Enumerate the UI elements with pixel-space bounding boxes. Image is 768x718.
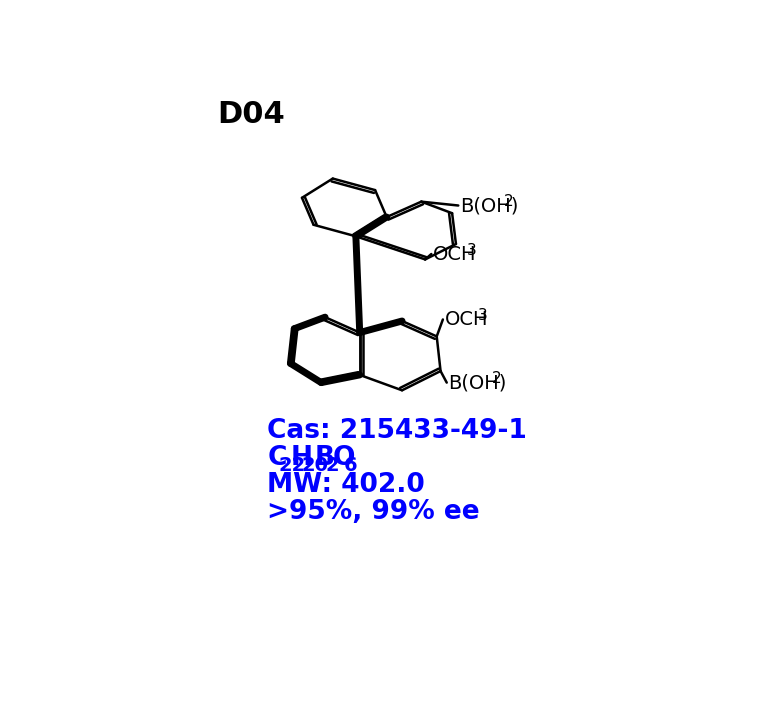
Text: OCH: OCH — [433, 245, 476, 264]
Text: 2: 2 — [325, 456, 339, 475]
Text: C: C — [267, 445, 286, 471]
Text: 3: 3 — [467, 243, 476, 258]
Text: B(OH): B(OH) — [449, 373, 507, 392]
Text: B: B — [315, 445, 335, 471]
Text: Cas: 215433-49-1: Cas: 215433-49-1 — [267, 418, 527, 444]
Text: >95%, 99% ee: >95%, 99% ee — [267, 499, 480, 525]
Text: H: H — [290, 445, 313, 471]
Text: D04: D04 — [217, 100, 285, 129]
Text: 3: 3 — [478, 308, 488, 323]
Text: 2: 2 — [492, 371, 502, 386]
Text: 6: 6 — [343, 456, 357, 475]
Text: MW: 402.0: MW: 402.0 — [267, 472, 425, 498]
Text: 2: 2 — [504, 195, 513, 210]
Text: OCH: OCH — [445, 310, 488, 329]
Text: 22: 22 — [278, 456, 306, 475]
Text: 20: 20 — [301, 456, 328, 475]
Text: O: O — [333, 445, 356, 471]
Text: B(OH): B(OH) — [460, 196, 518, 215]
